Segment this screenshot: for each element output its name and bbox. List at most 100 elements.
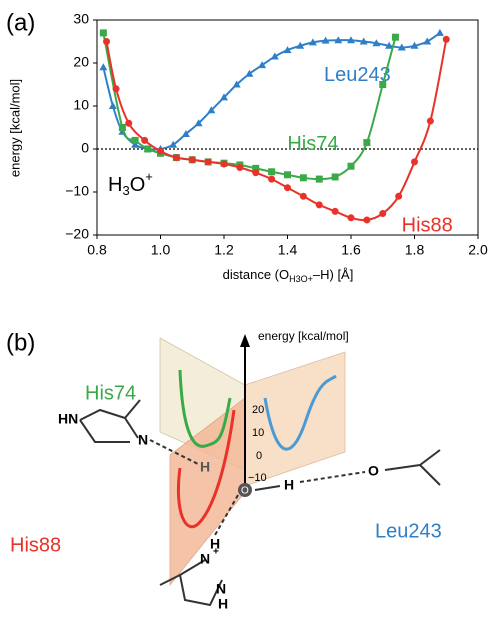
x-tick-label: 1.4 <box>278 242 298 258</box>
marker <box>315 201 323 209</box>
curve-label: His74 <box>85 382 136 404</box>
x-tick-label: 1.6 <box>341 242 361 258</box>
arrowhead <box>240 334 250 347</box>
marker <box>220 93 228 101</box>
y-axis-label: energy [kcal/mol] <box>7 79 22 177</box>
marker <box>207 106 216 114</box>
marker <box>108 102 117 109</box>
marker <box>284 171 291 179</box>
axis-tick: −10 <box>248 472 267 484</box>
series-label: His88 <box>402 215 453 237</box>
annotation-part: O <box>130 174 146 196</box>
marker <box>252 164 260 172</box>
annotation-sup: + <box>145 169 153 184</box>
x-tick-label: 1.2 <box>214 242 234 258</box>
marker <box>308 38 317 46</box>
x-label-sub: H3O+ <box>289 274 313 284</box>
marker <box>315 175 323 183</box>
axis-tick: 0 <box>256 450 262 462</box>
y-tick-label: −20 <box>65 226 89 242</box>
marker <box>397 43 406 51</box>
x-tick-label: 1.0 <box>151 242 171 258</box>
y-tick-label: 20 <box>73 54 89 70</box>
series-label: Leu243 <box>324 64 391 86</box>
marker <box>103 38 111 45</box>
marker <box>347 36 355 44</box>
atom: H <box>210 536 220 552</box>
marker <box>363 139 371 147</box>
marker <box>172 154 180 162</box>
plot-frame <box>96 19 479 236</box>
marker <box>283 46 292 54</box>
marker <box>411 158 418 166</box>
curve-label: Leu243 <box>375 520 442 542</box>
marker <box>379 210 387 217</box>
x-label-part: –H) [Å] <box>313 267 353 282</box>
panel-label: (a) <box>6 9 35 36</box>
series-label: His74 <box>287 133 338 155</box>
marker <box>99 29 107 37</box>
atom: H <box>284 477 294 493</box>
marker <box>157 147 164 155</box>
atom: H <box>200 459 210 475</box>
marker <box>112 85 120 93</box>
x-tick-label: 2.0 <box>468 242 488 258</box>
atom: O <box>241 486 249 497</box>
marker <box>118 124 126 131</box>
series-line <box>102 32 441 151</box>
series-line <box>102 32 397 181</box>
x-axis-label: distance (OH3O+–H) [Å] <box>223 267 354 284</box>
atom: N <box>200 551 210 567</box>
diagram: (b) energy [kcal/mol] 20 10 0 −10 His74 … <box>6 329 442 612</box>
marker <box>331 173 339 181</box>
atom-circle <box>238 483 252 497</box>
y-tick-label: 30 <box>73 11 89 27</box>
axis-label: energy [kcal/mol] <box>258 329 349 343</box>
marker <box>258 61 267 69</box>
marker <box>268 175 276 183</box>
marker <box>363 216 371 224</box>
y-tick-label: 0 <box>81 140 89 156</box>
marker <box>169 140 178 148</box>
series-line <box>105 39 448 222</box>
atom: O <box>368 463 379 479</box>
curve <box>178 369 232 448</box>
marker <box>268 168 276 176</box>
marker <box>334 36 343 44</box>
marker <box>252 169 260 177</box>
annotation: H3O+ <box>108 169 153 198</box>
marker <box>284 184 291 192</box>
marker <box>299 174 307 182</box>
marker <box>296 41 305 49</box>
marker <box>236 163 244 171</box>
marker <box>379 81 387 88</box>
marker <box>181 129 190 137</box>
molecule-bonds <box>79 399 441 607</box>
marker <box>359 37 368 45</box>
axis-tick: 10 <box>252 427 264 439</box>
marker <box>194 119 203 127</box>
axis-tick: 20 <box>252 404 264 416</box>
x-tick-label: 1.8 <box>405 242 425 258</box>
marker <box>391 33 399 41</box>
marker <box>435 28 444 36</box>
curve <box>176 409 236 529</box>
marker <box>347 214 355 222</box>
panel-label: (b) <box>6 329 35 356</box>
marker <box>188 156 196 164</box>
plot: −20 −10 0 10 20 30 0.8 1.0 1.2 1.4 1.6 1.8 2.0 Leu243… <box>65 11 488 258</box>
annotation-sub: 3 <box>122 183 129 198</box>
marker <box>204 158 212 166</box>
marker <box>270 52 279 60</box>
x-label-part: distance (O <box>223 267 289 282</box>
marker <box>144 145 152 153</box>
marker <box>99 63 108 71</box>
y-tick-label: −10 <box>65 183 89 199</box>
marker <box>131 136 139 144</box>
curve <box>263 374 337 451</box>
marker <box>245 69 254 77</box>
annotation-part: H <box>108 174 122 196</box>
marker <box>141 136 149 144</box>
marker <box>426 117 434 125</box>
